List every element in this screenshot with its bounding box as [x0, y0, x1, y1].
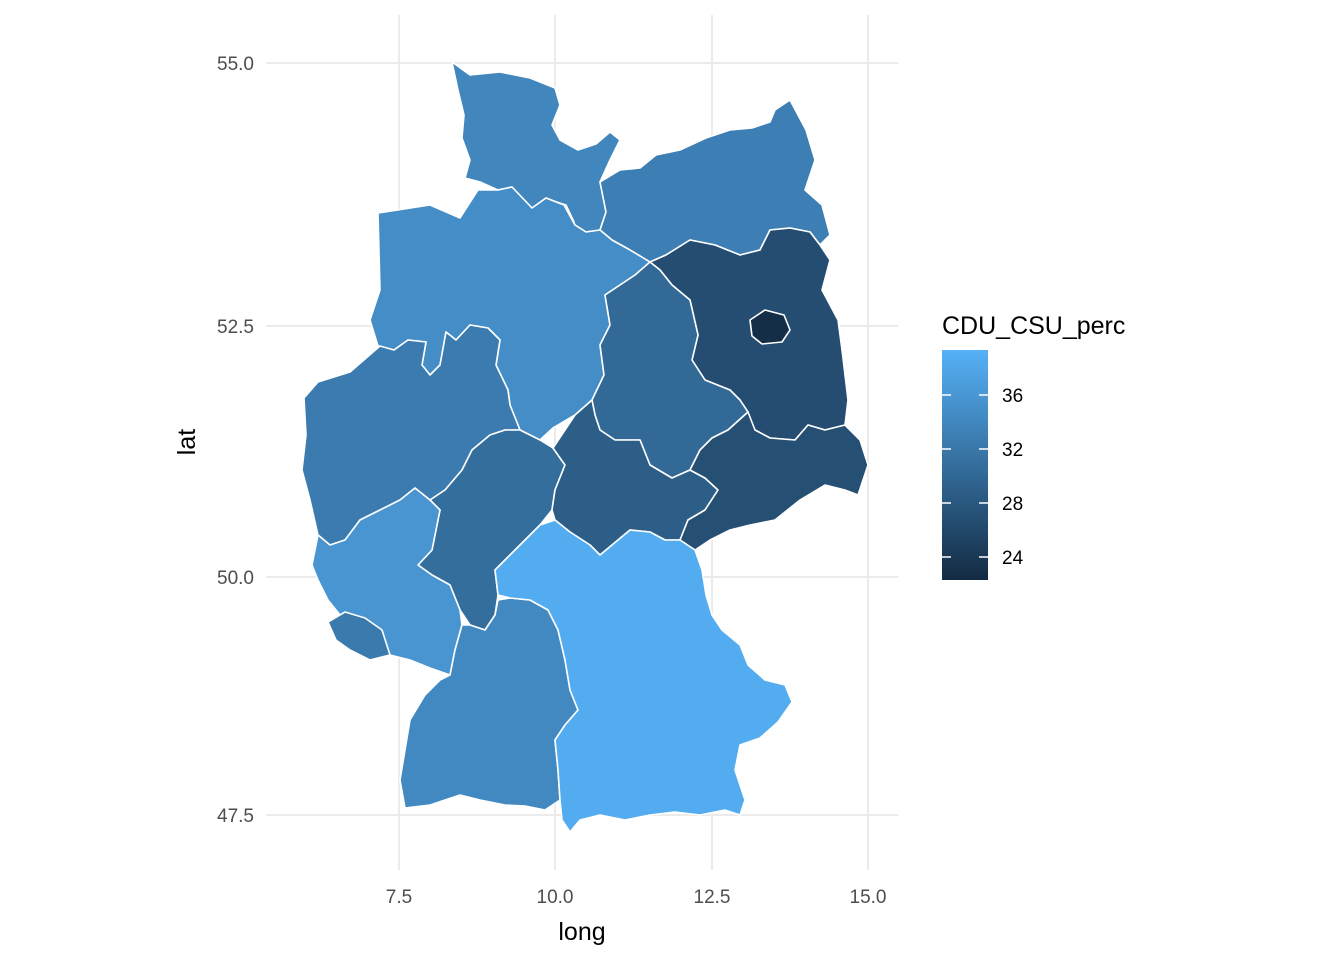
y-axis-title: lat	[173, 429, 201, 455]
region-berlin	[749, 309, 791, 345]
legend-colorbar	[942, 350, 988, 580]
y-axis-ticks: 55.0 52.5 50.0 47.5	[217, 54, 254, 827]
region-sachsen	[679, 411, 869, 551]
legend-title: CDU_CSU_perc	[942, 312, 1125, 340]
legend-break-label: 24	[1002, 548, 1024, 569]
y-tick-label: 52.5	[217, 317, 254, 338]
x-tick-label: 15.0	[850, 887, 887, 908]
legend-break-label: 32	[1002, 440, 1023, 461]
x-tick-label: 7.5	[386, 887, 412, 908]
x-axis-ticks: 7.5 10.0 12.5 15.0	[386, 887, 887, 908]
legend: CDU_CSU_perc 36 32 28 24	[942, 312, 1125, 580]
region-saarland	[327, 611, 391, 661]
y-tick-label: 55.0	[217, 54, 254, 75]
x-tick-label: 12.5	[694, 887, 731, 908]
y-tick-label: 50.0	[217, 568, 254, 589]
region-bayern	[494, 519, 793, 833]
x-axis-title: long	[558, 918, 605, 946]
legend-break-label: 36	[1002, 386, 1023, 407]
state-regions	[301, 61, 869, 833]
y-tick-label: 47.5	[217, 806, 254, 827]
x-tick-label: 10.0	[537, 887, 574, 908]
legend-break-label: 28	[1002, 494, 1023, 515]
